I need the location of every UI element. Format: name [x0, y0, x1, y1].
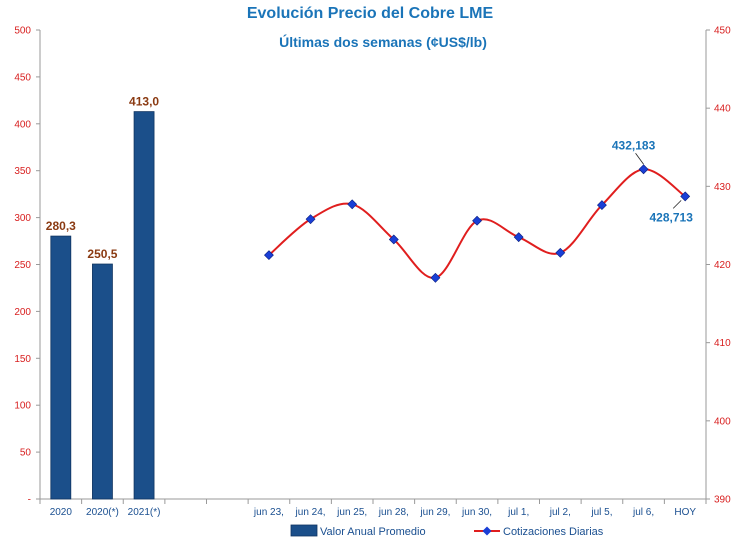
label-leader	[635, 153, 644, 165]
bar-value-label: 280,3	[46, 219, 76, 233]
right-tick-label: 390	[714, 495, 731, 506]
left-tick-label: 500	[14, 26, 31, 37]
bar-value-label: 413,0	[129, 95, 159, 109]
point-value-label: 432,183	[612, 138, 656, 152]
left-tick-label: 50	[20, 448, 32, 459]
daily-price-point	[264, 250, 274, 261]
x-category-label: jul 6,	[632, 507, 654, 518]
x-category-label: 2020	[50, 507, 73, 518]
label-leader	[672, 200, 682, 209]
left-tick-label: -	[28, 495, 31, 506]
left-tick-label: 350	[14, 166, 31, 177]
x-category-label: 2020(*)	[86, 507, 119, 518]
daily-price-point	[680, 191, 691, 202]
legend: Valor Anual Promedio Cotizaciones Diarias	[290, 524, 604, 538]
daily-price-point	[638, 164, 649, 175]
right-tick-label: 440	[714, 104, 731, 115]
left-tick-label: 300	[14, 213, 31, 224]
daily-price-point	[347, 199, 358, 210]
daily-price-point	[388, 234, 399, 245]
right-tick-label: 420	[714, 260, 731, 271]
right-tick-label: 430	[714, 182, 731, 193]
x-category-label: 2021(*)	[128, 507, 161, 518]
x-category-label: jun 25,	[336, 507, 367, 518]
bar-value-label: 250,5	[87, 247, 117, 261]
legend-bar-swatch	[290, 524, 318, 537]
x-category-label: HOY	[674, 507, 696, 518]
x-category-label: jun 28,	[378, 507, 409, 518]
point-value-label: 428,713	[649, 210, 693, 224]
x-category-label: jun 30,	[461, 507, 492, 518]
legend-bar-label: Valor Anual Promedio	[320, 526, 426, 538]
right-tick-label: 410	[714, 338, 731, 349]
left-tick-label: 150	[14, 354, 31, 365]
x-category-label: jul 2,	[549, 507, 571, 518]
bar	[92, 263, 113, 500]
chart-title: Evolución Precio del Cobre LME	[247, 5, 494, 22]
bar	[50, 235, 72, 500]
right-tick-label: 450	[714, 26, 731, 37]
daily-price-point	[305, 214, 316, 225]
chart-subtitle: Últimas dos semanas (¢US$/lb)	[279, 33, 487, 50]
daily-price-point	[430, 272, 441, 283]
legend-line-label: Cotizaciones Diarias	[503, 526, 604, 538]
x-category-label: jun 23,	[253, 507, 284, 518]
left-tick-label: 100	[14, 401, 31, 412]
daily-price-point	[555, 247, 566, 258]
left-tick-label: 450	[14, 72, 31, 83]
bar	[133, 111, 155, 500]
daily-price-point	[513, 232, 524, 243]
daily-price-point	[597, 200, 607, 211]
x-category-label: jul 1,	[507, 507, 529, 518]
daily-price-point	[472, 215, 482, 226]
right-tick-label: 400	[714, 416, 731, 427]
left-tick-label: 250	[14, 260, 31, 271]
left-tick-label: 400	[14, 119, 31, 130]
left-tick-label: 200	[14, 307, 31, 318]
x-category-label: jun 24,	[295, 507, 326, 518]
x-category-label: jun 29,	[419, 507, 450, 518]
legend-marker-swatch	[482, 526, 492, 536]
x-category-label: jul 5,	[590, 507, 612, 518]
